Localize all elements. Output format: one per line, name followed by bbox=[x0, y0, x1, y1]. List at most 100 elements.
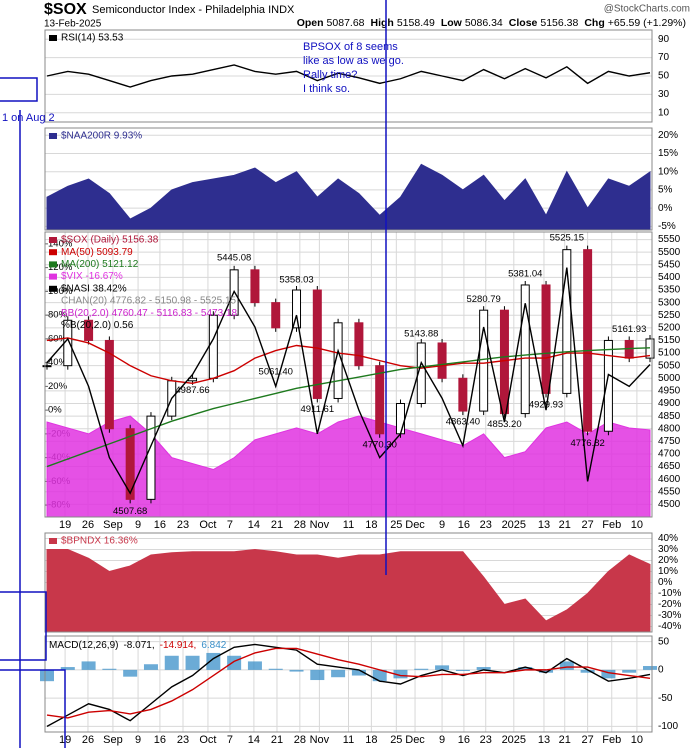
y-tick-label: 4800 bbox=[658, 423, 681, 434]
quote-value: 5087.68 bbox=[327, 17, 365, 29]
value-label: 4770.30 bbox=[363, 440, 397, 451]
candle bbox=[271, 302, 281, 329]
candle bbox=[208, 314, 218, 379]
y-tick-label: 15% bbox=[658, 148, 678, 159]
x-tick-label: 10 bbox=[631, 519, 643, 531]
panel-border bbox=[44, 29, 653, 123]
x-tick-label: 25 bbox=[390, 519, 402, 531]
series-line bbox=[46, 647, 651, 719]
candle bbox=[354, 322, 364, 367]
y-tick-label: 5200 bbox=[658, 322, 681, 333]
x-tick-label: 9 bbox=[439, 519, 445, 531]
y-tick-label: 10% bbox=[658, 166, 678, 177]
y-tick-label: 4950 bbox=[658, 386, 681, 397]
y2-tick-label: 140% bbox=[48, 238, 73, 249]
candle bbox=[312, 289, 322, 399]
histogram-bar bbox=[247, 661, 262, 670]
y-tick-label: 10% bbox=[658, 566, 678, 577]
x-tick-label: 21 bbox=[271, 519, 283, 531]
x-tick-label: Dec bbox=[405, 519, 425, 531]
y-tick-label: 5050 bbox=[658, 360, 681, 371]
x-tick-label: 16 bbox=[458, 734, 470, 746]
x-tick-label: 21 bbox=[559, 734, 571, 746]
y-tick-label: 4850 bbox=[658, 411, 681, 422]
x-tick-label: 14 bbox=[248, 519, 260, 531]
candle bbox=[375, 365, 385, 435]
x-tick-label: 27 bbox=[581, 734, 593, 746]
x-tick-label: 16 bbox=[154, 519, 166, 531]
y-tick-label: 4900 bbox=[658, 398, 681, 409]
y-tick-label: 5550 bbox=[658, 234, 681, 245]
legend-entry: $NAA200R 9.93% bbox=[61, 131, 142, 142]
legend-entry: MA(50) 5093.79 bbox=[61, 247, 133, 258]
value-label: 4507.68 bbox=[113, 506, 147, 517]
date: 13-Feb-2025 bbox=[44, 19, 102, 30]
candle bbox=[250, 269, 260, 304]
quote-label: High bbox=[371, 17, 394, 29]
histogram-bar bbox=[289, 669, 304, 672]
y-tick-label: 50 bbox=[658, 636, 670, 647]
x-tick-label: 16 bbox=[458, 519, 470, 531]
series-area bbox=[46, 548, 651, 633]
marker-box bbox=[0, 77, 38, 102]
series-line bbox=[46, 64, 651, 88]
value-label: 5381.04 bbox=[508, 269, 542, 280]
histogram-bar bbox=[331, 669, 346, 678]
candle bbox=[292, 289, 302, 329]
y-tick-label: -50 bbox=[658, 693, 673, 704]
y-tick-label: 30 bbox=[658, 89, 670, 100]
series-line bbox=[46, 337, 651, 385]
value-label: 4776.82 bbox=[570, 438, 604, 449]
histogram-bar bbox=[372, 669, 387, 682]
x-tick-label: Dec bbox=[405, 734, 425, 746]
x-tick-label: 2025 bbox=[502, 519, 526, 531]
x-tick-label: 13 bbox=[538, 519, 550, 531]
side-note: 1 on Aug 2 bbox=[2, 112, 55, 124]
candle bbox=[125, 428, 135, 500]
x-tick-label: 26 bbox=[82, 734, 94, 746]
note: BPSOX of 8 seems like as low as we go. Ral… bbox=[303, 41, 404, 95]
x-tick-label: 27 bbox=[581, 519, 593, 531]
y-tick-label: -20% bbox=[658, 599, 681, 610]
x-tick-label: 23 bbox=[177, 734, 189, 746]
y-tick-label: 4500 bbox=[658, 499, 681, 510]
y-tick-label: 4650 bbox=[658, 461, 681, 472]
value-label: 4853.20 bbox=[487, 419, 521, 430]
y2-tick-label: 80% bbox=[48, 310, 68, 321]
note-line: BPSOX of 8 seems bbox=[303, 41, 398, 53]
y-tick-label: 10 bbox=[658, 107, 670, 118]
candle bbox=[42, 365, 52, 368]
histogram-bar bbox=[539, 669, 554, 673]
legend-entry: MA(200) 5121.12 bbox=[61, 259, 139, 270]
candle bbox=[541, 284, 551, 394]
candle bbox=[603, 339, 613, 432]
legend-swatch bbox=[49, 35, 57, 41]
x-tick-label: 23 bbox=[480, 734, 492, 746]
symbol: $SOX bbox=[44, 1, 87, 18]
histogram-bar bbox=[268, 668, 283, 670]
quote: Open 5087.68 High 5158.49 Low 5086.34 Close 515… bbox=[297, 17, 686, 29]
quote-value: 5086.34 bbox=[465, 17, 503, 29]
panel-border bbox=[44, 532, 653, 633]
x-tick-label: 11 bbox=[343, 519, 354, 531]
marker-box bbox=[0, 669, 66, 748]
value-label: 5445.08 bbox=[217, 253, 251, 264]
y-tick-label: 5450 bbox=[658, 259, 681, 270]
value-label: 5358.03 bbox=[279, 274, 313, 285]
value-label: 5280.79 bbox=[466, 294, 500, 305]
y-tick-label: 5150 bbox=[658, 335, 681, 346]
x-tick-label: 7 bbox=[227, 734, 233, 746]
y-tick-label: 5250 bbox=[658, 310, 681, 321]
quote-value: 5158.49 bbox=[397, 17, 435, 29]
panel-border bbox=[44, 635, 653, 733]
legend-swatch bbox=[49, 538, 57, 544]
x-tick-label: 16 bbox=[154, 734, 166, 746]
x-tick-label: Nov bbox=[310, 734, 330, 746]
value-label: 4929.93 bbox=[529, 399, 563, 410]
histogram-bar bbox=[518, 667, 533, 670]
x-tick-label: 9 bbox=[135, 734, 141, 746]
x-tick-label: 7 bbox=[227, 519, 233, 531]
value-label: 4987.66 bbox=[175, 385, 209, 396]
legend-note: BB(20,2.0) 4760.47 - 5116.83 - 5473.18 bbox=[61, 308, 237, 319]
y-tick-label: -10% bbox=[658, 588, 681, 599]
